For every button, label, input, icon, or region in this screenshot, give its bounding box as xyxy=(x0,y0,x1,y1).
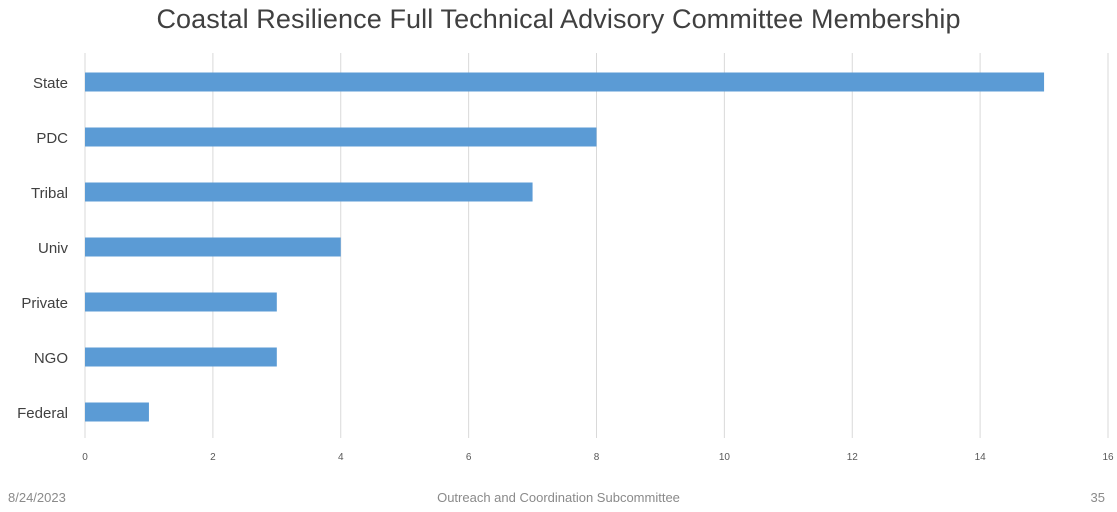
bar-ngo xyxy=(85,347,277,367)
category-label-pdc: PDC xyxy=(36,130,68,147)
bar-tribal xyxy=(85,182,533,202)
bar-state xyxy=(85,72,1045,92)
bar-pdc xyxy=(85,127,597,147)
category-label-univ: Univ xyxy=(38,240,69,257)
x-tick-labels: 0 2 4 6 8 10 12 14 16 xyxy=(82,452,1114,463)
category-label-tribal: Tribal xyxy=(31,185,68,202)
category-labels: State PDC Tribal Univ Private NGO Federal xyxy=(17,75,68,422)
bar-univ xyxy=(85,237,341,257)
x-tick-label: 16 xyxy=(1102,452,1114,463)
chart-title: Coastal Resilience Full Technical Adviso… xyxy=(156,4,961,34)
category-label-federal: Federal xyxy=(17,405,68,422)
footer-page-number: 35 xyxy=(1090,490,1105,505)
x-tick-label: 0 xyxy=(82,452,88,463)
bar-federal xyxy=(85,402,149,422)
x-tick-label: 8 xyxy=(594,452,600,463)
footer-date: 8/24/2023 xyxy=(8,490,66,505)
category-label-ngo: NGO xyxy=(34,350,68,367)
x-tick-label: 2 xyxy=(210,452,216,463)
category-label-private: Private xyxy=(21,295,68,312)
bar-chart: State PDC Tribal Univ Private NGO Federal 0 2 4 6… xyxy=(17,53,1114,463)
x-tick-label: 12 xyxy=(847,452,859,463)
x-tick-label: 4 xyxy=(338,452,344,463)
bar-private xyxy=(85,292,277,312)
x-tick-label: 14 xyxy=(975,452,987,463)
bars xyxy=(85,72,1045,422)
footer-subcommittee: Outreach and Coordination Subcommittee xyxy=(437,490,680,505)
x-tick-label: 10 xyxy=(719,452,731,463)
category-label-state: State xyxy=(33,75,68,92)
x-tick-label: 6 xyxy=(466,452,472,463)
